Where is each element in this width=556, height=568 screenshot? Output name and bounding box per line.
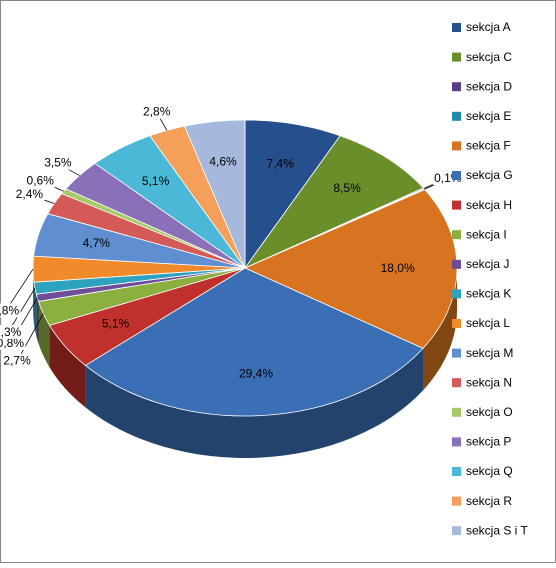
- label-bg: [142, 104, 172, 119]
- label-bg: [0, 303, 21, 318]
- legend-swatch: [452, 200, 461, 210]
- legend-swatch: [452, 319, 461, 328]
- legend-swatch: [452, 289, 461, 299]
- data-label: 0,6%: [27, 173, 55, 187]
- data-label: 1,3%: [0, 325, 22, 339]
- slice-side: [49, 325, 86, 408]
- legend-swatch: [452, 259, 461, 269]
- legend-label: sekcja N: [466, 375, 512, 389]
- data-label: 29,4%: [239, 366, 273, 380]
- legend-swatch: [452, 526, 461, 536]
- legend-label: sekcja O: [466, 405, 513, 419]
- data-label: 2,8%: [0, 303, 19, 317]
- legend-swatch: [452, 82, 461, 92]
- label-bg: [14, 187, 45, 202]
- legend-label: sekcja P: [466, 435, 511, 449]
- legend-label: sekcja R: [466, 494, 512, 508]
- data-label: 4,6%: [209, 155, 237, 169]
- legend-label: sekcja K: [466, 287, 511, 301]
- leader-line: [16, 313, 44, 362]
- label-bg: [0, 335, 26, 350]
- data-label: 3,5%: [44, 156, 72, 170]
- legend-swatch: [452, 437, 461, 447]
- legend-label: sekcja M: [466, 346, 513, 360]
- legend-label: sekcja E: [466, 109, 511, 123]
- legend-label: sekcja Q: [466, 464, 513, 478]
- legend-swatch: [452, 378, 461, 388]
- slice-side: [36, 294, 39, 344]
- data-label: 2,7%: [3, 354, 31, 368]
- legend-swatch: [452, 23, 461, 32]
- legend-label: sekcja L: [466, 316, 510, 330]
- slice: [244, 189, 458, 349]
- data-label: 18,0%: [381, 261, 415, 275]
- slice: [84, 267, 424, 417]
- slice: [244, 119, 341, 270]
- slice-side: [33, 282, 37, 337]
- data-label: 2,4%: [16, 187, 44, 201]
- data-label: 5,1%: [142, 174, 170, 188]
- label-bg: [2, 353, 33, 368]
- label-bg: [43, 155, 73, 170]
- label-bg: [0, 324, 23, 339]
- legend-label: sekcja D: [466, 79, 512, 93]
- label-bg: [25, 173, 56, 188]
- legend-label: sekcja C: [466, 50, 512, 64]
- legend-label: sekcja J: [466, 257, 509, 271]
- data-label: 0,8%: [0, 336, 24, 350]
- legend-swatch: [452, 348, 461, 358]
- data-label: 8,5%: [333, 181, 361, 195]
- legend-swatch: [452, 171, 461, 180]
- legend-swatch: [452, 496, 461, 506]
- legend-label: sekcja H: [466, 198, 512, 212]
- legend-label: sekcja S i T: [466, 523, 528, 537]
- legend-swatch: [452, 111, 461, 121]
- legend-swatch: [452, 52, 461, 62]
- slice: [183, 119, 246, 269]
- data-label: 5,1%: [102, 317, 130, 331]
- slice-side: [423, 268, 457, 391]
- slice: [243, 135, 425, 269]
- legend-label: sekcja A: [466, 20, 511, 34]
- slice-side: [85, 348, 424, 459]
- legend-swatch: [452, 407, 461, 417]
- data-label: 4,7%: [83, 236, 111, 250]
- legend-swatch: [452, 467, 461, 476]
- data-label: 7,4%: [267, 156, 295, 170]
- data-label: 2,8%: [143, 105, 171, 119]
- legend-swatch: [452, 230, 461, 240]
- legend-label: sekcja F: [466, 139, 511, 153]
- legend-label: sekcja G: [466, 168, 513, 182]
- legend-swatch: [452, 141, 461, 151]
- legend-label: sekcja I: [466, 227, 507, 241]
